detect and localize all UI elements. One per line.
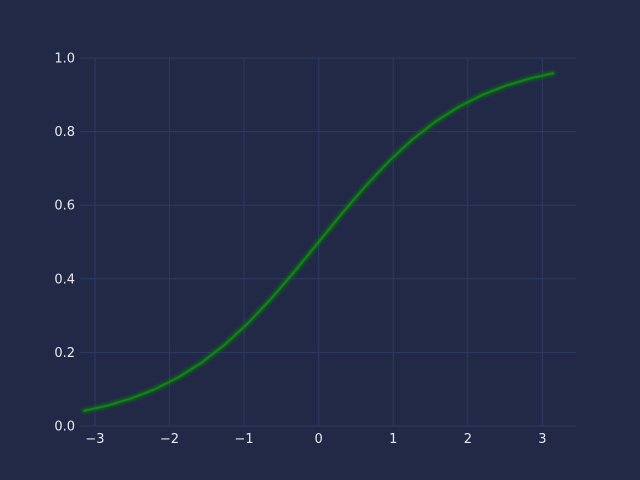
x-tick-label: 3 — [538, 432, 546, 447]
data-point — [318, 241, 320, 243]
plot-area — [80, 58, 576, 426]
x-tick-label: −2 — [160, 432, 179, 447]
data-point — [341, 212, 343, 214]
data-point — [435, 120, 437, 122]
y-tick-label: 0.6 — [54, 199, 75, 214]
x-tick-label: 0 — [315, 432, 323, 447]
y-tick-label: 0.8 — [54, 125, 75, 140]
x-tick-label: −1 — [235, 432, 254, 447]
y-tick-label: 0.2 — [54, 346, 75, 361]
data-point — [505, 85, 507, 87]
data-point — [294, 270, 296, 272]
x-tick-label: −3 — [85, 432, 104, 447]
data-point — [411, 139, 413, 141]
x-tick-label: 1 — [389, 432, 397, 447]
data-point — [458, 106, 460, 108]
data-point — [130, 397, 132, 399]
data-point — [154, 388, 156, 390]
data-point — [177, 376, 179, 378]
data-point — [224, 343, 226, 345]
y-tick-label: 1.0 — [54, 52, 75, 67]
x-axis-ticks: −3 −2 −1 0 1 2 3 — [85, 432, 546, 447]
data-point — [365, 185, 367, 187]
data-point — [83, 410, 85, 412]
series-group — [79, 68, 558, 416]
series-line — [83, 72, 554, 412]
x-tick-label: 2 — [464, 432, 472, 447]
data-point — [388, 160, 390, 162]
y-tick-label: 0.0 — [54, 420, 75, 435]
data-point — [271, 297, 273, 299]
y-axis-ticks: 0.0 0.2 0.4 0.6 0.8 1.0 — [54, 52, 75, 435]
y-tick-label: 0.4 — [54, 272, 75, 287]
data-point — [552, 72, 554, 74]
data-point — [107, 404, 109, 406]
data-point — [201, 362, 203, 364]
data-point — [529, 78, 531, 80]
data-point — [247, 322, 249, 324]
data-point — [482, 94, 484, 96]
grid — [80, 57, 576, 427]
